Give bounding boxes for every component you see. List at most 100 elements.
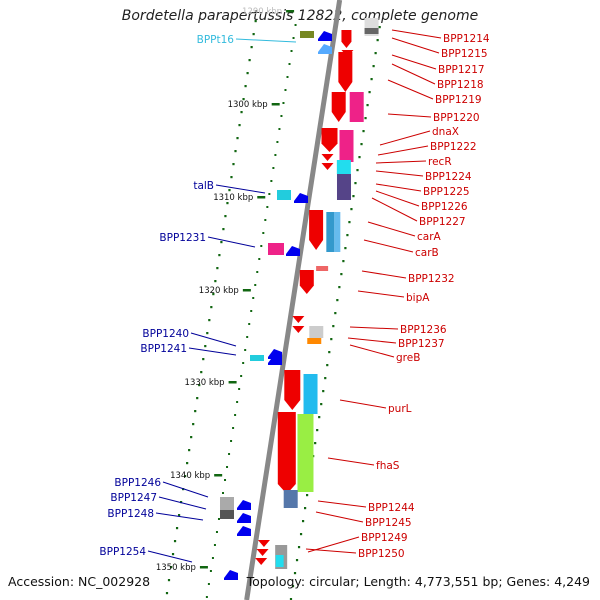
gene-label-bpp1222: BPP1222 (430, 141, 477, 153)
gene-chevron (321, 154, 334, 161)
topology-text: Topology: circular; Length: 4,773,551 bp… (246, 574, 590, 589)
kbp-tick-label: 1290 kbp (242, 7, 282, 17)
ruler-dot (165, 592, 169, 595)
gene-arrow (284, 370, 301, 410)
ruler-dot (222, 228, 225, 231)
gene-label-bpp1240: BPP1240 (142, 328, 189, 340)
gene-block (277, 190, 291, 200)
kbp-tick-label: 1350 kbp (156, 563, 196, 573)
ruler-dot (240, 111, 243, 114)
kbp-tick-label: 1310 kbp (213, 193, 253, 203)
ruler-dot (306, 494, 309, 497)
ruler-dot (175, 527, 179, 530)
ruler-dot (236, 137, 239, 140)
ruler-dot (346, 234, 349, 237)
ruler-dot (200, 371, 203, 374)
kbp-tick-mark (228, 381, 237, 384)
gene-label-carb: carB (415, 247, 439, 259)
ruler-dot (184, 475, 187, 478)
leader-line (305, 548, 357, 554)
leader-line (391, 29, 442, 39)
leader-line (235, 38, 297, 43)
ruler-dot (376, 39, 379, 42)
leader-line (162, 481, 209, 498)
ruler-dot (246, 72, 249, 75)
ruler-dot (322, 390, 325, 393)
ruler-dot (291, 585, 295, 588)
kbp-tick-mark (199, 566, 208, 569)
ruler-dot (286, 76, 289, 78)
ruler-dot (256, 271, 259, 273)
leader-line (387, 113, 432, 118)
gene-label-bpp1250: BPP1250 (358, 548, 405, 560)
kbp-tick-label: 1340 kbp (170, 471, 210, 481)
gene-block (250, 355, 264, 361)
reverse-gene (268, 355, 282, 365)
ruler-dot (228, 189, 231, 192)
ruler-dot (250, 46, 253, 49)
kbp-tick-mark (271, 103, 280, 106)
leader-line (379, 130, 431, 146)
gene-block (316, 266, 329, 271)
gene-label-bpp1215: BPP1215 (441, 48, 488, 60)
gene-chevron (292, 326, 305, 333)
reverse-gene (268, 349, 282, 359)
gene-label-bpp1214: BPP1214 (443, 33, 490, 45)
ruler-dot (350, 208, 353, 211)
ruler-dot (210, 306, 213, 309)
leader-line (339, 399, 387, 409)
ruler-dot (224, 215, 227, 218)
ruler-dot (207, 583, 210, 585)
gene-label-bpp1232: BPP1232 (408, 273, 455, 285)
ruler-dot (378, 26, 381, 29)
gene-arrow (338, 52, 353, 92)
ruler-dot (278, 128, 281, 130)
kbp-tick-mark (242, 289, 251, 292)
ruler-dot (186, 462, 189, 465)
ruler-dot (240, 375, 243, 377)
ruler-dot (272, 167, 275, 169)
ruler-dot (258, 258, 261, 260)
ruler-dot (192, 423, 195, 426)
gene-labels: BPP1214 BPP1215 BPP1217 BPP1218 BPP1219 BPP12… (99, 33, 490, 560)
ruler-dot (242, 98, 245, 101)
ruler-dot (209, 570, 212, 572)
reverse-gene (318, 31, 332, 41)
leader-line (327, 457, 375, 466)
gene-label-bpp1236: BPP1236 (400, 324, 447, 336)
kbp-tick-mark (214, 474, 223, 477)
gene-block (300, 31, 314, 38)
ruler-dot (289, 598, 293, 600)
gene-block (334, 212, 341, 252)
ruler-dot (248, 59, 251, 62)
leader-line (367, 221, 416, 237)
gene-label-bpp1226: BPP1226 (421, 201, 468, 213)
ruler-dot (226, 466, 229, 468)
gene-label-bpp1244: BPP1244 (368, 502, 415, 514)
ruler-dot (171, 553, 175, 556)
ruler-dot (334, 312, 337, 315)
accession-text: Accession: NC_002928 (8, 574, 151, 589)
ruler-dot (252, 33, 255, 36)
ruler-dot (301, 520, 305, 523)
reverse-gene (318, 44, 332, 54)
ruler-dot (326, 364, 329, 367)
gene-block (303, 374, 318, 414)
ruler-dot (372, 65, 375, 68)
ruler-dot (254, 20, 257, 23)
ruler-dot (213, 544, 216, 546)
ruler-dot (288, 63, 291, 65)
gene-label-bpp1237: BPP1237 (398, 338, 445, 350)
ruler-dot (248, 323, 251, 325)
gene-label-bpp1219: BPP1219 (435, 94, 482, 106)
reverse-gene (237, 500, 251, 510)
leader-line (357, 290, 405, 298)
leader-line (188, 347, 237, 356)
gene-block (326, 212, 335, 252)
gene-label-bppt16: BPPt16 (197, 34, 235, 46)
ruler-dot (188, 449, 191, 452)
gene-label-bpp1254: BPP1254 (99, 546, 146, 558)
gene-label-bpp1217: BPP1217 (438, 64, 485, 76)
kbp-tick-mark (286, 10, 295, 13)
ruler-dot (370, 78, 373, 81)
